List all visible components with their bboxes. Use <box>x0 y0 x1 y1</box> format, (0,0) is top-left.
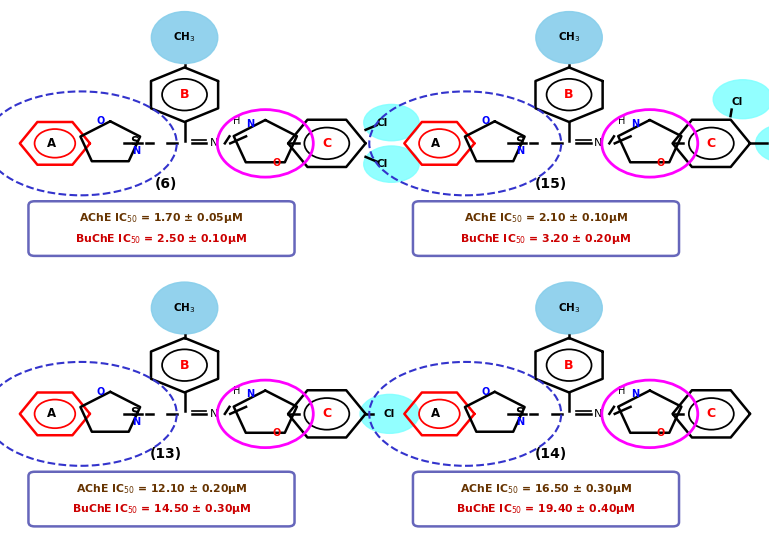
Text: (15): (15) <box>534 177 567 191</box>
FancyBboxPatch shape <box>413 201 679 256</box>
Text: C: C <box>707 407 716 420</box>
Text: BuChE IC$_{50}$ = 19.40 ± 0.40μM: BuChE IC$_{50}$ = 19.40 ± 0.40μM <box>456 502 636 516</box>
Text: N: N <box>210 138 218 148</box>
Text: C: C <box>322 137 331 150</box>
Text: H: H <box>618 116 625 126</box>
Text: S: S <box>130 406 139 419</box>
Text: A: A <box>47 137 56 150</box>
Ellipse shape <box>151 11 218 63</box>
Ellipse shape <box>536 282 602 334</box>
Ellipse shape <box>151 282 218 334</box>
Ellipse shape <box>364 104 419 141</box>
Text: CH$_3$: CH$_3$ <box>558 31 581 44</box>
Text: S: S <box>514 135 524 148</box>
Text: N: N <box>132 417 140 427</box>
Text: AChE IC$_{50}$ = 2.10 ± 0.10μM: AChE IC$_{50}$ = 2.10 ± 0.10μM <box>464 212 628 226</box>
Text: O: O <box>657 158 665 168</box>
Text: O: O <box>97 116 105 126</box>
Text: A: A <box>431 137 441 150</box>
Text: N: N <box>631 119 639 129</box>
Text: CH$_3$: CH$_3$ <box>173 301 196 315</box>
Text: C: C <box>322 407 331 420</box>
Text: H: H <box>233 386 241 396</box>
Ellipse shape <box>713 80 769 118</box>
Text: Cl: Cl <box>384 409 395 419</box>
Text: O: O <box>272 428 281 438</box>
Text: H: H <box>618 386 625 396</box>
Text: AChE IC$_{50}$ = 16.50 ± 0.30μM: AChE IC$_{50}$ = 16.50 ± 0.30μM <box>460 482 632 496</box>
Text: H: H <box>233 116 241 126</box>
Text: A: A <box>47 407 56 420</box>
Text: N: N <box>594 409 602 419</box>
Text: A: A <box>431 407 441 420</box>
Text: N: N <box>247 390 255 399</box>
Text: B: B <box>180 88 189 101</box>
Text: O: O <box>481 116 490 126</box>
Text: (14): (14) <box>534 447 567 461</box>
Ellipse shape <box>364 146 419 182</box>
FancyBboxPatch shape <box>28 201 295 256</box>
Text: B: B <box>564 88 574 101</box>
Text: O: O <box>481 387 490 397</box>
Text: N: N <box>631 390 639 399</box>
Text: BuChE IC$_{50}$ = 14.50 ± 0.30μM: BuChE IC$_{50}$ = 14.50 ± 0.30μM <box>72 502 251 516</box>
Text: CH$_3$: CH$_3$ <box>173 31 196 44</box>
Text: AChE IC$_{50}$ = 12.10 ± 0.20μM: AChE IC$_{50}$ = 12.10 ± 0.20μM <box>76 482 247 496</box>
Text: N: N <box>210 409 218 419</box>
Text: (6): (6) <box>155 177 178 191</box>
Text: BuChE IC$_{50}$ = 3.20 ± 0.20μM: BuChE IC$_{50}$ = 3.20 ± 0.20μM <box>461 232 631 246</box>
Text: B: B <box>180 359 189 372</box>
Text: O: O <box>272 158 281 168</box>
Text: Cl: Cl <box>377 159 388 169</box>
Text: C: C <box>707 137 716 150</box>
Text: AChE IC$_{50}$ = 1.70 ± 0.05μM: AChE IC$_{50}$ = 1.70 ± 0.05μM <box>79 212 244 226</box>
Text: Cl: Cl <box>377 117 388 128</box>
Text: N: N <box>594 138 602 148</box>
Text: O: O <box>657 428 665 438</box>
Text: (13): (13) <box>150 447 182 461</box>
Text: O: O <box>97 387 105 397</box>
Text: CH$_3$: CH$_3$ <box>558 301 581 315</box>
Text: B: B <box>564 359 574 372</box>
Text: S: S <box>130 135 139 148</box>
Ellipse shape <box>756 124 769 163</box>
Ellipse shape <box>360 394 419 433</box>
FancyBboxPatch shape <box>28 472 295 526</box>
Text: Cl: Cl <box>731 97 743 107</box>
Text: N: N <box>247 119 255 129</box>
Text: N: N <box>517 146 524 156</box>
FancyBboxPatch shape <box>413 472 679 526</box>
Text: N: N <box>517 417 524 427</box>
Text: S: S <box>514 406 524 419</box>
Text: N: N <box>132 146 140 156</box>
Ellipse shape <box>536 11 602 63</box>
Text: BuChE IC$_{50}$ = 2.50 ± 0.10μM: BuChE IC$_{50}$ = 2.50 ± 0.10μM <box>75 232 248 246</box>
